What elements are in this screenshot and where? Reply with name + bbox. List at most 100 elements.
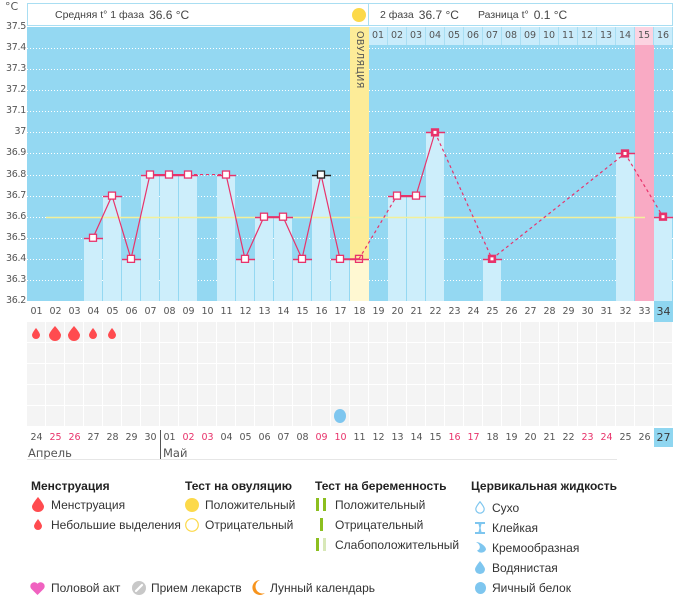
cycle-day-label[interactable]: 08 — [163, 306, 176, 317]
symptom-cell[interactable] — [635, 406, 653, 426]
symptom-cell[interactable] — [293, 322, 311, 342]
date-label[interactable]: 06 — [258, 432, 271, 443]
symptom-cell[interactable] — [388, 343, 406, 363]
symptom-cell[interactable] — [540, 343, 558, 363]
cycle-day-label[interactable]: 21 — [410, 306, 423, 317]
phase2-day-cell[interactable]: 15 — [635, 27, 654, 45]
cycle-day-label[interactable]: 28 — [543, 306, 556, 317]
symptom-cell[interactable] — [160, 343, 178, 363]
symptom-cell[interactable] — [369, 364, 387, 384]
symptom-cell[interactable] — [388, 385, 406, 405]
phase2-day-cell[interactable]: 11 — [559, 27, 578, 45]
symptom-cell[interactable] — [293, 406, 311, 426]
symptom-cell[interactable] — [388, 364, 406, 384]
date-weekend[interactable]: 03 — [201, 432, 214, 443]
symptom-cell[interactable] — [217, 322, 235, 342]
symptom-cell[interactable] — [236, 343, 254, 363]
symptom-cell[interactable] — [483, 343, 501, 363]
symptom-cell[interactable] — [179, 343, 197, 363]
phase2-day-cell[interactable]: 10 — [540, 27, 559, 45]
date-label[interactable]: 11 — [353, 432, 366, 443]
symptom-cell[interactable] — [388, 322, 406, 342]
symptom-cell[interactable] — [616, 343, 634, 363]
symptom-cell[interactable] — [217, 364, 235, 384]
symptom-cell[interactable] — [350, 343, 368, 363]
phase2-day-cell[interactable]: 14 — [616, 27, 635, 45]
symptom-cell[interactable] — [293, 343, 311, 363]
date-label[interactable]: 07 — [277, 432, 290, 443]
date-label[interactable]: 24 — [30, 432, 43, 443]
symptom-cell[interactable] — [521, 385, 539, 405]
symptom-cell[interactable] — [483, 364, 501, 384]
symptom-cell[interactable] — [540, 364, 558, 384]
cycle-day-label[interactable]: 11 — [220, 306, 233, 317]
symptom-cell[interactable] — [255, 343, 273, 363]
symptom-cell[interactable] — [198, 322, 216, 342]
cycle-day-label[interactable]: 25 — [486, 306, 499, 317]
symptom-cell[interactable] — [122, 364, 140, 384]
symptom-cell[interactable] — [331, 343, 349, 363]
symptom-cell[interactable] — [236, 364, 254, 384]
symptom-cell[interactable] — [559, 343, 577, 363]
symptom-cell[interactable] — [27, 343, 45, 363]
symptom-cell[interactable] — [483, 322, 501, 342]
symptom-cell[interactable] — [407, 343, 425, 363]
cycle-day-label[interactable]: 22 — [429, 306, 442, 317]
symptom-cell[interactable] — [46, 406, 64, 426]
date-label[interactable]: 13 — [391, 432, 404, 443]
cycle-day-label[interactable]: 12 — [239, 306, 252, 317]
temperature-point[interactable] — [107, 191, 117, 200]
date-label[interactable]: 12 — [372, 432, 385, 443]
symptom-cell[interactable] — [217, 385, 235, 405]
symptom-cell[interactable] — [350, 406, 368, 426]
symptom-cell[interactable] — [103, 406, 121, 426]
symptom-cell[interactable] — [426, 406, 444, 426]
symptom-cell[interactable] — [616, 385, 634, 405]
symptom-cell[interactable] — [217, 406, 235, 426]
symptom-cell[interactable] — [483, 406, 501, 426]
symptom-cell[interactable] — [160, 385, 178, 405]
phase2-day-cell[interactable]: 01 — [369, 27, 388, 45]
phase2-day-cell[interactable]: 09 — [521, 27, 540, 45]
date-label[interactable]: 25 — [619, 432, 632, 443]
symptom-cell[interactable] — [274, 322, 292, 342]
cycle-day-label[interactable]: 15 — [296, 306, 309, 317]
symptom-cell[interactable] — [198, 385, 216, 405]
symptom-cell[interactable] — [616, 406, 634, 426]
cycle-day-label[interactable]: 24 — [467, 306, 480, 317]
temperature-point[interactable] — [164, 170, 174, 179]
symptom-cell[interactable] — [369, 406, 387, 426]
symptom-cell[interactable] — [369, 343, 387, 363]
cycle-day-label[interactable]: 16 — [315, 306, 328, 317]
cycle-day-label[interactable]: 33 — [638, 306, 651, 317]
symptom-cell[interactable] — [141, 406, 159, 426]
symptom-cell[interactable] — [293, 385, 311, 405]
symptom-cell[interactable] — [502, 385, 520, 405]
symptom-cell[interactable] — [46, 343, 64, 363]
symptom-cell[interactable] — [445, 385, 463, 405]
symptom-cell[interactable] — [521, 406, 539, 426]
cycle-day-label[interactable]: 06 — [125, 306, 138, 317]
date-label[interactable]: 28 — [106, 432, 119, 443]
symptom-cell[interactable] — [65, 385, 83, 405]
symptom-cell[interactable] — [46, 385, 64, 405]
symptom-cell[interactable] — [559, 322, 577, 342]
symptom-cell[interactable] — [369, 322, 387, 342]
symptom-cell[interactable] — [369, 385, 387, 405]
date-weekend[interactable]: 25 — [49, 432, 62, 443]
symptom-cell[interactable] — [179, 364, 197, 384]
symptom-cell[interactable] — [521, 322, 539, 342]
temperature-point[interactable] — [183, 170, 193, 179]
cycle-day-label[interactable]: 04 — [87, 306, 100, 317]
cycle-day-label[interactable]: 03 — [68, 306, 81, 317]
cycle-day-label[interactable]: 27 — [524, 306, 537, 317]
cycle-day-label[interactable]: 05 — [106, 306, 119, 317]
symptom-cell[interactable] — [274, 364, 292, 384]
symptom-cell[interactable] — [122, 385, 140, 405]
date-label[interactable]: 29 — [125, 432, 138, 443]
date-weekend[interactable]: 10 — [334, 432, 347, 443]
symptom-cell[interactable] — [445, 343, 463, 363]
symptom-cell[interactable] — [464, 343, 482, 363]
symptom-cell[interactable] — [540, 385, 558, 405]
symptom-cell[interactable] — [274, 385, 292, 405]
